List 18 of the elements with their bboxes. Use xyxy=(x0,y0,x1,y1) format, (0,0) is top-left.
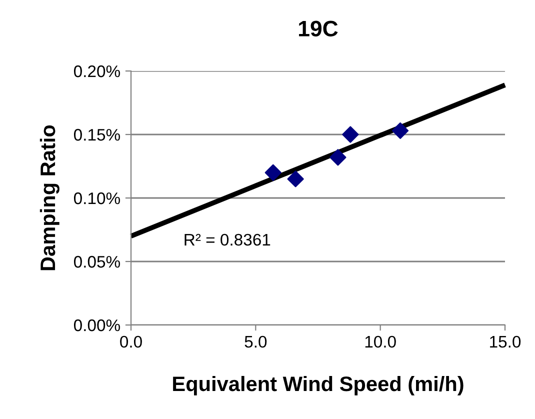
x-tick-label: 10.0 xyxy=(365,336,396,348)
x-tick-label: 0.0 xyxy=(120,336,142,348)
point xyxy=(287,170,304,188)
y-tick-label: 0.10% xyxy=(74,192,120,204)
y-axis-title: Damping Ratio xyxy=(40,125,60,270)
x-tick-label: 5.0 xyxy=(244,336,267,348)
y-tick-label: 0.15% xyxy=(74,128,120,141)
point xyxy=(330,149,346,166)
annotation: R² = 0.8361 xyxy=(184,234,270,246)
y-tick-label: 0.20% xyxy=(74,65,120,78)
chart-title: 19C xyxy=(299,20,338,36)
y-tick-label: 0.00% xyxy=(74,319,120,332)
point xyxy=(264,164,282,181)
x-axis-title: Equivalent Wind Speed (mi/h) xyxy=(173,376,464,396)
x-tick-label: 15.0 xyxy=(490,336,521,348)
y-tick-label: 0.05% xyxy=(74,256,120,268)
point xyxy=(342,126,359,143)
point xyxy=(392,122,409,139)
